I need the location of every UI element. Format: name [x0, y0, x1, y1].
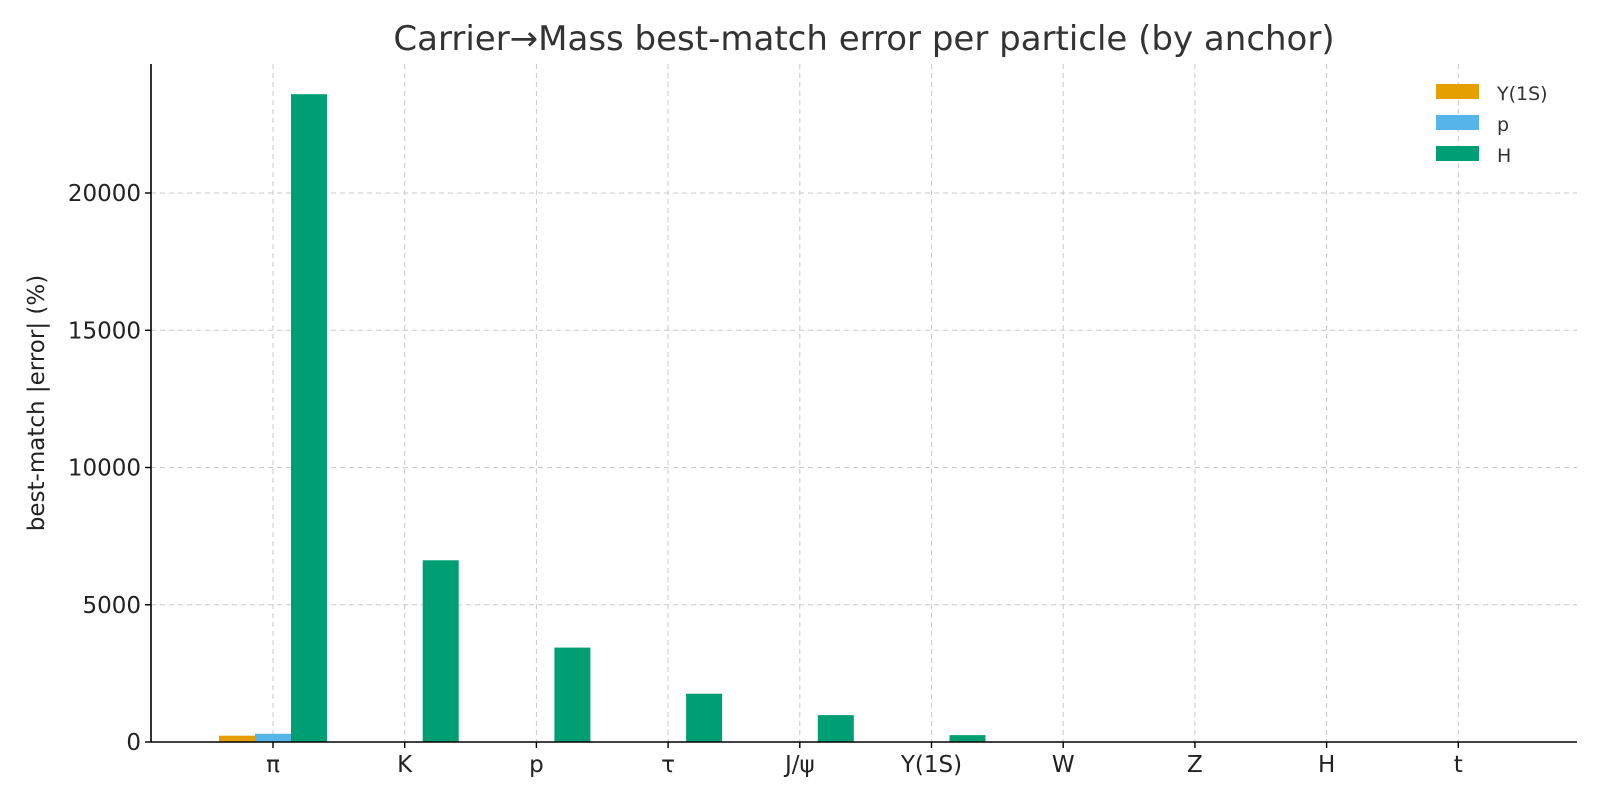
bar: [422, 560, 459, 742]
x-tick-label: Υ(1S): [900, 752, 962, 778]
x-tick-label: p: [529, 752, 544, 778]
bar: [219, 735, 255, 742]
bar: [686, 693, 723, 742]
legend-swatch: [1436, 115, 1479, 130]
x-tick-label: τ: [661, 752, 675, 778]
bar: [255, 733, 291, 742]
y-axis-label: best-match |error| (%): [24, 275, 50, 531]
legend-swatch: [1436, 146, 1479, 161]
x-tick-label: Z: [1187, 752, 1203, 778]
legend-swatch: [1436, 84, 1479, 99]
x-tick-label: K: [397, 752, 413, 778]
bars: [219, 94, 1513, 742]
legend-label: p: [1497, 114, 1509, 136]
grid-lines: [151, 64, 1577, 742]
legend: Υ(1S) pH: [1436, 83, 1548, 167]
chart-title: Carrier→Mass best-match error per partic…: [393, 19, 1334, 59]
y-tick-label: 15000: [68, 318, 141, 344]
y-tick-label: 20000: [68, 181, 141, 207]
bar: [949, 735, 986, 742]
x-tick-label: π: [266, 752, 280, 778]
y-tick-labels: 0 5000 10000 15000 20000: [68, 181, 151, 756]
y-tick-label: 0: [126, 730, 141, 756]
x-tick-label: t: [1454, 752, 1463, 778]
y-tick-label: 10000: [68, 456, 141, 482]
bar: [291, 94, 327, 742]
x-tick-label: W: [1052, 752, 1075, 778]
axes: [150, 64, 1577, 743]
bar: [817, 715, 854, 742]
y-tick-label: 5000: [82, 593, 141, 619]
bar: [554, 647, 591, 742]
legend-label: H: [1497, 145, 1511, 167]
legend-label: Υ(1S): [1496, 83, 1548, 105]
x-tick-label: J/ψ: [783, 752, 815, 778]
x-tick-label: H: [1318, 752, 1335, 778]
